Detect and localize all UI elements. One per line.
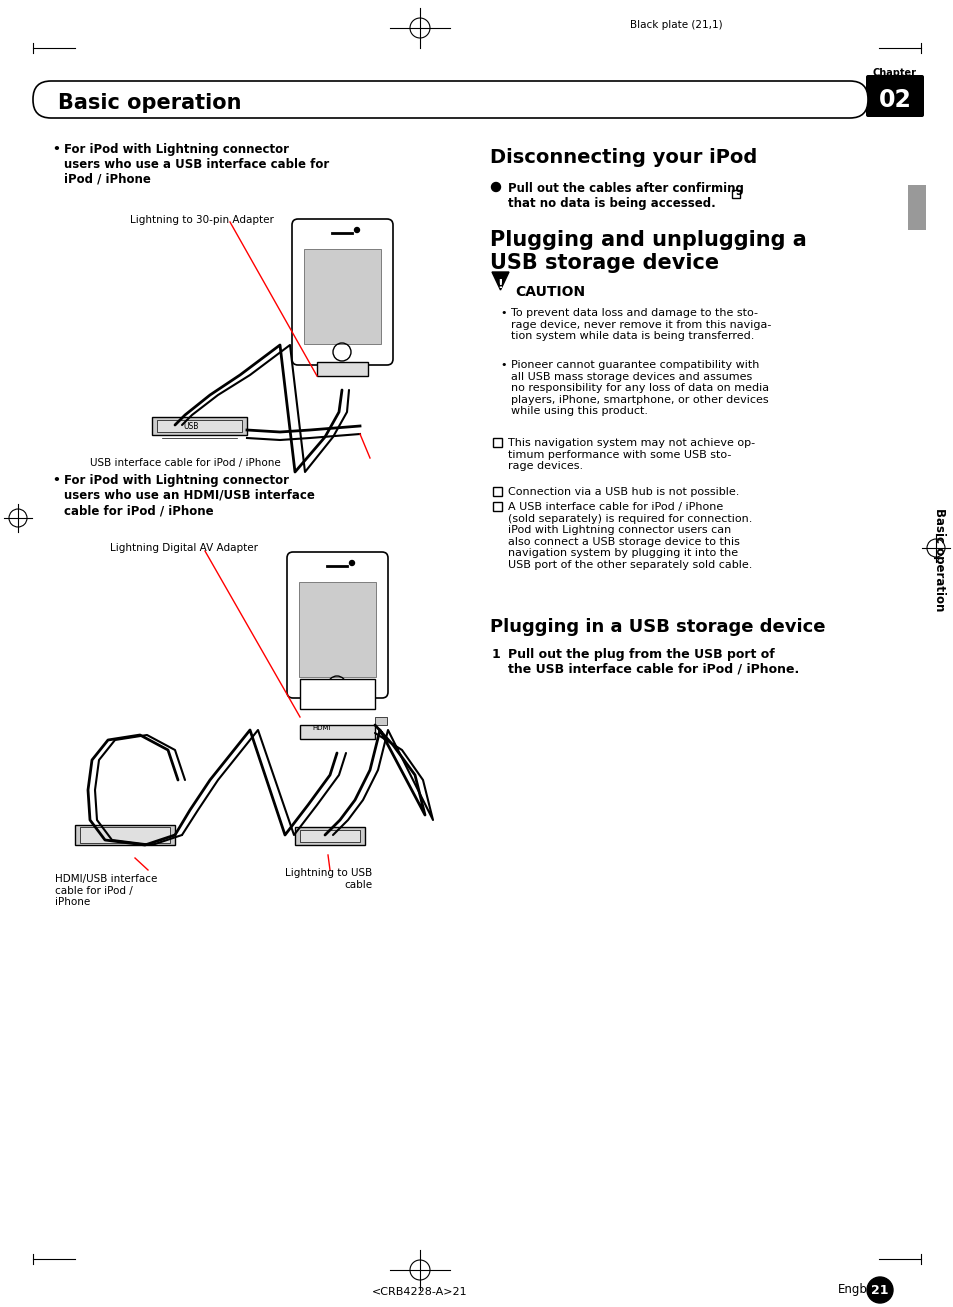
Bar	[152, 417, 247, 435]
Text: !: !	[497, 277, 503, 290]
Text: Plugging and unplugging a
USB storage device: Plugging and unplugging a USB storage de…	[490, 230, 806, 273]
Bar	[299, 725, 375, 738]
Text: Basic operation: Basic operation	[58, 93, 241, 112]
Text: USB: USB	[183, 422, 198, 431]
Text: For iPod with Lightning connector
users who use an HDMI/USB interface
cable for : For iPod with Lightning connector users …	[64, 474, 314, 518]
Circle shape	[866, 1277, 892, 1303]
Bar	[375, 718, 387, 725]
Text: Disconnecting your iPod: Disconnecting your iPod	[490, 148, 757, 167]
Text: Engb: Engb	[837, 1283, 867, 1297]
FancyBboxPatch shape	[865, 74, 923, 118]
Bar	[316, 362, 368, 376]
Text: CAUTION: CAUTION	[515, 285, 584, 299]
Text: To prevent data loss and damage to the sto-
rage device, never remove it from th: To prevent data loss and damage to the s…	[511, 308, 771, 341]
Text: Connection via a USB hub is not possible.: Connection via a USB hub is not possible…	[507, 488, 739, 497]
Text: Lightning to 30-pin Adapter: Lightning to 30-pin Adapter	[130, 214, 274, 225]
Text: This navigation system may not achieve op-
timum performance with some USB sto-
: This navigation system may not achieve o…	[507, 438, 755, 472]
Bar	[75, 825, 174, 846]
Bar	[493, 502, 501, 511]
Text: Pull out the cables after confirming
that no data is being accessed.: Pull out the cables after confirming tha…	[507, 182, 743, 210]
Text: USB interface cable for iPod / iPhone: USB interface cable for iPod / iPhone	[90, 457, 280, 468]
FancyBboxPatch shape	[287, 552, 388, 698]
Text: For iPod with Lightning connector
users who use a USB interface cable for
iPod /: For iPod with Lightning connector users …	[64, 142, 329, 186]
Bar	[294, 827, 365, 846]
Text: A USB interface cable for iPod / iPhone
(sold separately) is required for connec: A USB interface cable for iPod / iPhone …	[507, 502, 752, 570]
Bar	[298, 582, 375, 677]
Text: 21: 21	[870, 1283, 888, 1297]
Text: •: •	[499, 308, 506, 318]
Bar	[731, 190, 740, 197]
Text: •: •	[52, 142, 60, 156]
Circle shape	[355, 227, 359, 233]
Text: Black plate (21,1): Black plate (21,1)	[629, 20, 721, 30]
FancyBboxPatch shape	[292, 220, 393, 365]
Text: 1: 1	[492, 648, 500, 661]
Bar	[907, 186, 925, 230]
Text: Lightning Digital AV Adapter: Lightning Digital AV Adapter	[110, 542, 257, 553]
FancyBboxPatch shape	[33, 81, 867, 118]
Text: <CRB4228-A>21: <CRB4228-A>21	[372, 1287, 467, 1297]
Bar	[299, 680, 375, 708]
Bar	[80, 827, 170, 843]
Bar	[304, 250, 380, 344]
Text: Pull out the plug from the USB port of
the USB interface cable for iPod / iPhone: Pull out the plug from the USB port of t…	[507, 648, 799, 676]
Text: •: •	[52, 474, 60, 488]
Bar	[299, 830, 359, 842]
Circle shape	[349, 561, 355, 566]
Bar	[157, 420, 242, 433]
Text: Basic operation: Basic operation	[933, 508, 945, 612]
Text: 02: 02	[878, 88, 910, 112]
Text: HDMI: HDMI	[312, 725, 330, 731]
Circle shape	[491, 183, 500, 192]
Bar	[493, 488, 501, 495]
Text: HDMI/USB interface
cable for iPod /
iPhone: HDMI/USB interface cable for iPod / iPho…	[55, 874, 157, 907]
Text: Chapter: Chapter	[872, 68, 916, 78]
Text: Plugging in a USB storage device: Plugging in a USB storage device	[490, 618, 824, 637]
Text: •: •	[499, 359, 506, 370]
Text: Pioneer cannot guarantee compatibility with
all USB mass storage devices and ass: Pioneer cannot guarantee compatibility w…	[511, 359, 768, 417]
Polygon shape	[492, 272, 509, 290]
Text: Lightning to USB
cable: Lightning to USB cable	[285, 868, 372, 890]
Bar	[493, 438, 501, 447]
